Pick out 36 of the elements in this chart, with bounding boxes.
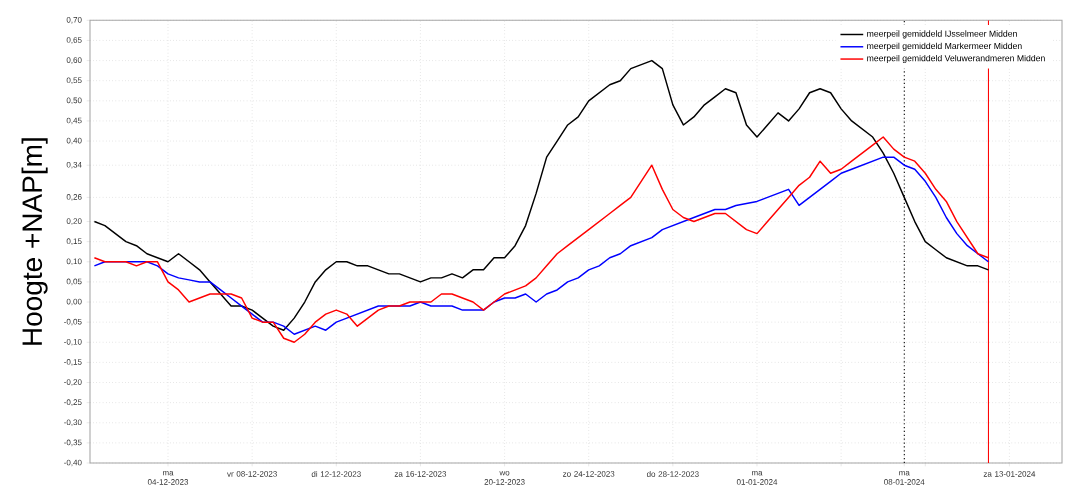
legend-label: meerpeil gemiddeld Veluwerandmeren Midden: [867, 54, 1045, 63]
x-tick-label: za 16-12-2023: [394, 471, 447, 477]
y-tick-label: 0,34: [66, 161, 82, 169]
y-tick-label: 0,65: [66, 37, 82, 44]
y-axis-title: Hoogte +NAP[m]: [21, 138, 48, 345]
y-tick-label: 0,26: [66, 194, 82, 201]
y-tick-label: 0,50: [66, 97, 82, 105]
y-tick-label: 0,00: [66, 298, 82, 306]
y-tick-label: 0,45: [66, 117, 82, 125]
y-tick-label: 0,10: [66, 258, 82, 266]
y-tick-label: -0,10: [64, 338, 82, 346]
legend-label: meerpeil gemiddeld Markermeer Midden: [867, 42, 1022, 51]
y-tick-label: -0,30: [64, 419, 82, 427]
y-tick-label: -0,20: [64, 379, 82, 386]
x-tick-label: di 12-12-2023: [311, 471, 361, 477]
x-tick-label: do 28-12-2023: [646, 471, 699, 477]
y-tick-label: 0,70: [66, 17, 82, 24]
y-tick-label: 0,20: [66, 218, 82, 225]
x-tick-label: zo 24-12-2023: [563, 471, 615, 477]
y-tick-label: 0,55: [66, 77, 82, 84]
x-tick-label: za 13-01-2024: [983, 471, 1036, 477]
x-tick-label: ma 04-12-2023: [147, 471, 189, 485]
y-tick-label: -0,40: [64, 459, 82, 467]
y-tick-label: 0,40: [66, 137, 82, 145]
x-tick-label: ma 08-01-2024: [884, 471, 925, 485]
y-tick-label: 0,05: [66, 278, 82, 286]
y-tick-label: -0,35: [64, 439, 82, 447]
legend-label: meerpeil gemiddeld IJsselmeer Midden: [867, 30, 1017, 39]
y-tick-label: -0,05: [64, 318, 82, 326]
y-tick-label: 0,15: [66, 238, 82, 245]
y-tick-label: -0,15: [64, 359, 82, 366]
x-tick-label: wo 20-12-2023: [484, 471, 525, 485]
y-tick-label: 0,60: [66, 57, 82, 64]
x-tick-label: ma 01-01-2024: [736, 471, 778, 485]
x-tick-label: vr 08-12-2023: [227, 471, 277, 477]
y-tick-label: -0,25: [64, 399, 82, 406]
